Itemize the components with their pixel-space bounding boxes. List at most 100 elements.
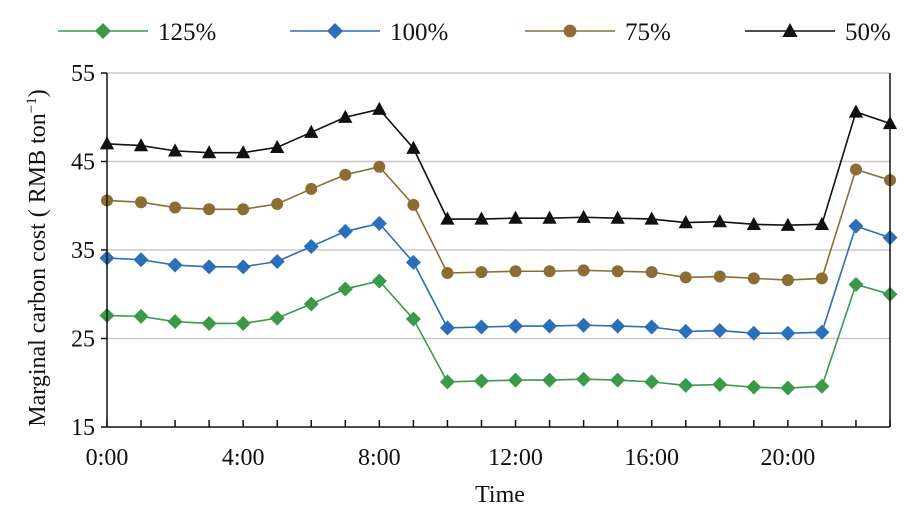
data-point-125%-18 [712,377,728,393]
data-point-100%-9 [405,254,421,270]
y-tick-label-15: 15 [71,415,95,441]
data-point-125%-7 [337,281,353,297]
data-point-100%-5 [269,254,285,270]
data-point-75%-5 [271,197,284,210]
data-point-100%-7 [337,223,353,239]
data-point-50%-10 [440,211,455,225]
data-point-125%-14 [576,371,592,387]
data-point-50%-11 [474,211,489,225]
y-axis-title-main: Marginal carbon cost ( RMB ton [25,113,51,427]
legend-marker-75% [563,24,577,38]
data-point-100%-11 [473,319,489,335]
data-point-100%-21 [814,324,830,340]
data-point-50%-16 [644,211,659,225]
series-50% [99,101,898,231]
data-point-75%-19 [747,272,760,285]
data-point-125%-8 [371,273,387,289]
data-point-125%-6 [303,296,319,312]
data-point-75%-13 [543,265,556,278]
series-line-100% [106,222,891,334]
data-point-75%-11 [475,266,488,279]
legend-item-125%: 125% [58,19,216,46]
data-point-100%-2 [167,257,183,273]
data-point-100%-10 [439,320,455,336]
data-point-125%-20 [780,380,796,396]
data-point-125%-1 [133,308,149,324]
series-125% [99,273,898,396]
data-point-75%-16 [645,266,658,279]
legend-label-125%: 125% [158,19,216,46]
legend-item-50%: 50% [745,19,891,46]
data-point-75%-1 [135,196,148,209]
legend-item-75%: 75% [525,19,671,46]
data-point-125%-17 [678,377,694,393]
data-point-75%-20 [781,274,794,287]
data-point-100%-14 [576,317,592,333]
data-point-75%-6 [305,182,318,195]
data-point-125%-11 [473,373,489,389]
data-point-50%-20 [780,217,795,231]
x-tick-label-8:00: 8:00 [358,445,401,471]
x-tick-label-12:00: 12:00 [488,445,543,471]
data-point-125%-12 [508,372,524,388]
data-point-50%-18 [712,214,727,228]
legend-marker-50% [782,23,798,37]
data-point-75%-15 [611,265,624,278]
data-point-50%-12 [508,210,523,224]
data-point-75%-4 [237,203,250,216]
data-point-100%-19 [746,325,762,341]
y-tick-label-55: 55 [71,61,95,87]
legend-label-50%: 50% [845,19,891,46]
data-point-50%-6 [304,124,319,138]
data-point-75%-9 [407,198,420,211]
series-layer [99,101,898,396]
data-point-75%-12 [509,265,522,278]
x-tick-label-20:00: 20:00 [761,445,816,471]
data-point-125%-10 [439,374,455,390]
series-line-125% [106,280,891,389]
data-point-50%-13 [542,210,557,224]
data-point-50%-14 [576,209,591,223]
x-tick-label-16:00: 16:00 [624,445,679,471]
data-point-50%-19 [746,216,761,230]
data-point-50%-3 [202,145,217,159]
y-tick-label-35: 35 [71,238,95,264]
data-point-125%-5 [269,310,285,326]
x-tick-label-0:00: 0:00 [86,445,129,471]
data-point-50%-21 [814,216,830,230]
y-axis-title-superscript: −1 [24,97,40,113]
data-point-100%-6 [303,238,319,254]
series-line-50% [106,108,891,227]
data-point-50%-9 [406,140,421,154]
data-point-100%-22 [848,218,864,234]
data-point-75%-18 [713,270,726,283]
data-point-125%-16 [644,374,660,390]
data-point-75%-7 [339,168,352,181]
legend-item-100%: 100% [290,19,448,46]
y-axis-title-close: ) [25,89,51,97]
data-point-125%-22 [848,277,864,293]
data-point-50%-1 [133,138,149,152]
data-point-100%-15 [610,318,626,334]
data-point-75%-17 [679,271,692,284]
data-point-125%-19 [746,379,762,395]
data-point-125%-4 [235,315,251,331]
data-point-125%-3 [201,315,217,331]
legend: 125% 100% 75% 50% [58,19,891,46]
data-point-100%-8 [371,215,387,231]
data-point-100%-20 [780,325,796,341]
data-point-50%-17 [678,215,693,229]
data-point-125%-2 [167,314,183,330]
data-point-50%-15 [610,210,625,224]
data-point-100%-18 [712,323,728,339]
legend-label-100%: 100% [390,19,448,46]
data-point-50%-22 [848,104,864,118]
data-point-125%-21 [814,378,830,394]
data-point-50%-8 [372,101,387,115]
data-point-125%-9 [405,311,421,327]
data-point-75%-8 [373,160,386,173]
legend-label-75%: 75% [625,19,671,46]
data-point-50%-2 [167,143,183,157]
data-point-100%-17 [678,323,694,339]
